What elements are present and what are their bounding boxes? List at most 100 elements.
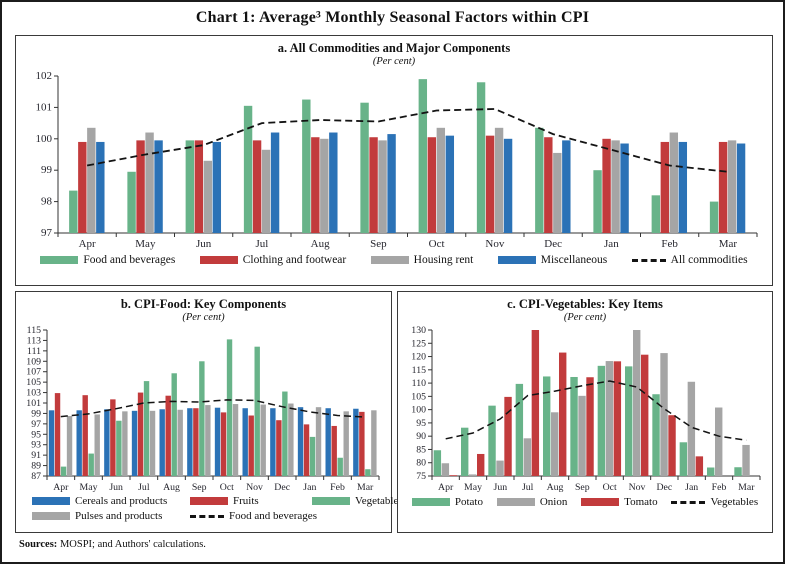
svg-text:90: 90 (416, 431, 426, 442)
svg-text:93: 93 (31, 440, 41, 451)
svg-text:Jun: Jun (494, 482, 508, 492)
svg-text:Dec: Dec (274, 482, 290, 492)
svg-text:Sep: Sep (575, 482, 590, 492)
svg-text:Jan: Jan (685, 482, 698, 492)
fruits-swatch (190, 497, 228, 505)
legend-item-pulses-and-products: Pulses and products (32, 510, 190, 522)
svg-text:100: 100 (35, 133, 52, 145)
housing-rent-swatch (370, 256, 409, 264)
sources-label: Sources: (19, 539, 58, 550)
svg-text:115: 115 (27, 325, 41, 336)
svg-text:Feb: Feb (661, 238, 678, 250)
legend-label: Clothing and footwear (242, 254, 347, 266)
svg-text:Apr: Apr (438, 482, 454, 492)
legend-label: Tomato (624, 496, 658, 508)
legend-item-tomato: Tomato (581, 496, 658, 508)
svg-text:120: 120 (411, 352, 426, 363)
svg-text:Jul: Jul (522, 482, 534, 492)
svg-text:115: 115 (412, 365, 426, 376)
svg-text:Oct: Oct (428, 238, 444, 250)
chart-a-canvas: 97 98 99 100 101 102 Apr May Jun Jul Aug Sep Oct Nov D… (35, 70, 757, 250)
svg-text:Feb: Feb (330, 482, 345, 492)
legend-item-cereals-and-products: Cereals and products (32, 495, 190, 507)
svg-text:Feb: Feb (712, 482, 727, 492)
svg-text:Apr: Apr (53, 482, 69, 492)
food-and-beverages-swatch (40, 256, 79, 264)
legend-label: Cereals and products (75, 495, 168, 507)
panel-cpi-food: b. CPI-Food: Key Components (Per cent) 8… (15, 291, 403, 533)
svg-text:Mar: Mar (357, 482, 374, 492)
svg-text:101: 101 (26, 398, 41, 409)
svg-text:Jul: Jul (138, 482, 150, 492)
svg-text:Sep: Sep (192, 482, 207, 492)
panel-a-heading: a. All Commodities and Major Components (277, 41, 511, 55)
svg-text:Oct: Oct (603, 482, 617, 492)
panel-b-heading: b. CPI-Food: Key Components (120, 297, 287, 311)
chart-c-legend: Potato Onion Tomato Vegetables (398, 496, 772, 508)
svg-text:101: 101 (35, 101, 52, 113)
svg-text:95: 95 (31, 429, 41, 440)
legend-label: All commodities (670, 254, 748, 266)
panel-a-unit-label: (Per cent) (372, 56, 416, 67)
svg-text:May: May (80, 482, 98, 492)
svg-text:95: 95 (416, 418, 426, 429)
chart-a-legend: Food and beverages Clothing and footwear… (16, 254, 772, 266)
legend-label: Pulses and products (75, 510, 163, 522)
legend-item-clothing-and-footwear: Clothing and footwear (199, 254, 347, 266)
miscellaneous-swatch (497, 256, 536, 264)
legend-item-all-commodities: All commodities (631, 254, 748, 266)
legend-label: Miscellaneous (540, 254, 608, 266)
svg-text:Jan: Jan (303, 482, 316, 492)
svg-text:Oct: Oct (220, 482, 234, 492)
svg-text:Jul: Jul (255, 238, 268, 250)
svg-text:Nov: Nov (629, 482, 646, 492)
svg-text:Jun: Jun (195, 238, 211, 250)
tomato-swatch (581, 498, 620, 506)
svg-text:Sep: Sep (370, 238, 387, 250)
svg-text:Jan: Jan (604, 238, 619, 250)
panel-c-unit-label: (Per cent) (563, 312, 607, 323)
onion-swatch (496, 498, 535, 506)
legend-item-potato: Potato (411, 496, 483, 508)
dashed-line-swatch (631, 258, 666, 262)
svg-text:Dec: Dec (656, 482, 672, 492)
svg-text:111: 111 (27, 346, 41, 357)
svg-text:91: 91 (31, 450, 41, 461)
legend-item-food-and-beverages: Food and beverages (40, 254, 175, 266)
svg-text:87: 87 (31, 471, 41, 482)
svg-text:Aug: Aug (547, 482, 564, 492)
panel-cpi-vegetables: c. CPI-Vegetables: Key Items (Per cent) … (397, 291, 773, 533)
legend-label: Housing rent (413, 254, 474, 266)
svg-text:97: 97 (31, 419, 41, 430)
legend-label: Onion (539, 496, 568, 508)
legend-item-vegetables: Vegetables (312, 495, 403, 507)
svg-text:80: 80 (416, 458, 426, 469)
svg-text:103: 103 (26, 388, 41, 399)
panel-c-heading: c. CPI-Vegetables: Key Items (507, 297, 663, 311)
legend-item-miscellaneous: Miscellaneous (497, 254, 608, 266)
sources-text: MOSPI; and Authors' calculations. (57, 539, 206, 550)
svg-text:105: 105 (26, 377, 41, 388)
svg-text:97: 97 (41, 227, 53, 239)
svg-text:Apr: Apr (78, 238, 95, 250)
legend-label: Food and beverages (83, 254, 176, 266)
svg-text:85: 85 (416, 444, 426, 455)
svg-text:105: 105 (411, 391, 426, 402)
svg-text:Aug: Aug (310, 238, 329, 250)
chart-c-canvas: 75 80 85 90 95 100 105 110 115 120 125 130 Apr May Jun… (411, 325, 761, 492)
legend-item-onion: Onion (496, 496, 568, 508)
legend-label: Vegetables (710, 496, 759, 508)
svg-text:109: 109 (26, 356, 41, 367)
panel-all-commodities: a. All Commodities and Major Components … (15, 35, 773, 286)
clothing-and-footwear-swatch (199, 256, 238, 264)
svg-text:89: 89 (31, 461, 41, 472)
legend-item-housing-rent: Housing rent (370, 254, 474, 266)
svg-text:107: 107 (26, 367, 41, 378)
legend-label: Food and beverages (229, 510, 317, 522)
cereals-swatch (32, 497, 70, 505)
svg-text:99: 99 (31, 408, 41, 419)
dashed-line-swatch (671, 500, 706, 504)
svg-text:102: 102 (35, 70, 52, 82)
legend-item-fruits: Fruits (190, 495, 312, 507)
